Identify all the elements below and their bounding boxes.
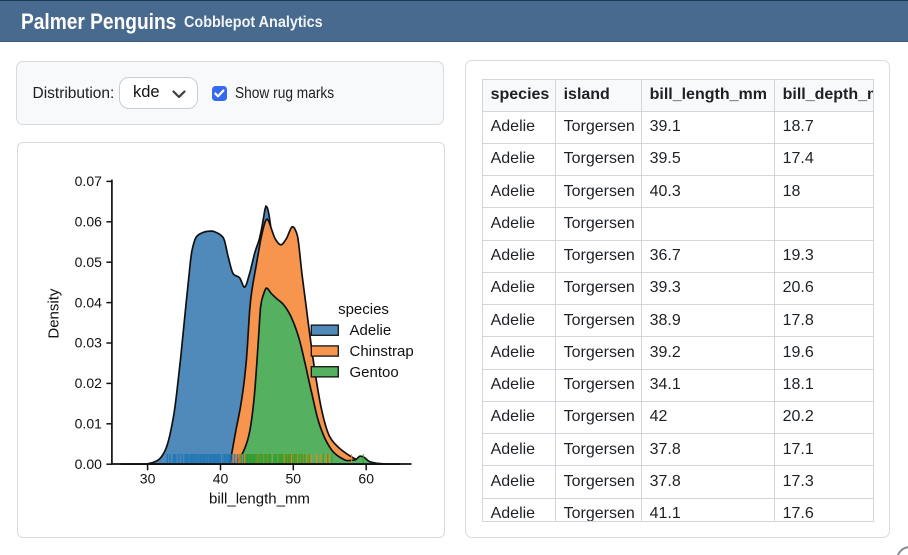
- svg-text:0.07: 0.07: [75, 173, 102, 189]
- svg-text:0.04: 0.04: [75, 294, 102, 310]
- svg-text:50: 50: [286, 470, 302, 486]
- svg-text:Gentoo: Gentoo: [350, 364, 399, 381]
- svg-text:30: 30: [140, 470, 156, 486]
- svg-text:60: 60: [358, 470, 374, 486]
- svg-text:0.06: 0.06: [75, 214, 102, 230]
- svg-text:0.03: 0.03: [75, 335, 102, 351]
- svg-text:bill_length_mm: bill_length_mm: [209, 490, 310, 507]
- svg-text:Adelie: Adelie: [350, 322, 392, 339]
- svg-text:0.02: 0.02: [75, 375, 102, 391]
- svg-text:Chinstrap: Chinstrap: [350, 343, 414, 360]
- svg-text:Density: Density: [45, 288, 62, 339]
- svg-text:0.05: 0.05: [75, 254, 102, 270]
- svg-text:0.00: 0.00: [75, 456, 102, 472]
- svg-text:species: species: [338, 301, 389, 318]
- svg-text:40: 40: [213, 470, 229, 486]
- svg-text:0.01: 0.01: [75, 416, 102, 432]
